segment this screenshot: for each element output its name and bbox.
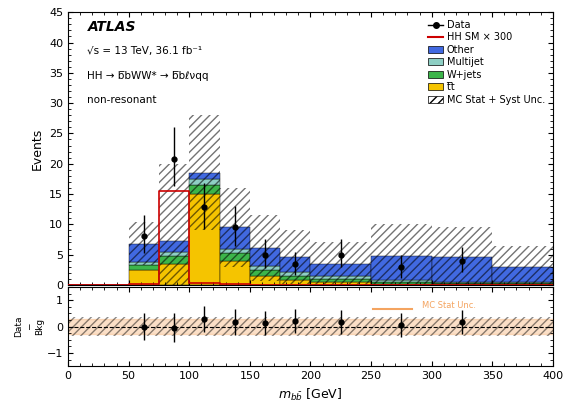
Bar xyxy=(371,317,431,336)
Bar xyxy=(129,262,159,265)
Bar xyxy=(250,276,280,285)
Bar xyxy=(159,317,189,336)
Bar xyxy=(159,264,189,285)
Bar xyxy=(189,317,219,336)
Bar xyxy=(280,257,311,272)
Bar xyxy=(250,270,280,276)
Bar xyxy=(492,284,553,285)
Bar xyxy=(250,248,280,266)
Bar xyxy=(492,246,553,285)
Text: √s = 13 TeV, 36.1 fb⁻¹: √s = 13 TeV, 36.1 fb⁻¹ xyxy=(87,46,202,56)
Bar xyxy=(311,317,371,336)
Bar xyxy=(129,223,159,265)
Bar xyxy=(280,280,311,285)
Bar xyxy=(129,265,159,270)
Text: MC Stat Unc.: MC Stat Unc. xyxy=(422,301,476,310)
Bar xyxy=(311,243,371,285)
Bar xyxy=(219,228,250,249)
Bar xyxy=(219,249,250,254)
Bar xyxy=(189,185,219,194)
Bar xyxy=(250,266,280,270)
Bar xyxy=(129,244,159,262)
Bar xyxy=(492,282,553,283)
Bar xyxy=(280,230,311,284)
Bar xyxy=(431,283,492,284)
Bar xyxy=(311,276,371,280)
Text: ATLAS: ATLAS xyxy=(87,20,136,34)
Bar xyxy=(371,284,431,285)
Bar xyxy=(189,115,219,230)
Bar xyxy=(371,282,431,284)
Text: non-resonant: non-resonant xyxy=(87,95,157,105)
Bar xyxy=(219,317,250,336)
Bar xyxy=(492,267,553,282)
Bar xyxy=(371,256,431,280)
Bar xyxy=(371,224,431,285)
Bar xyxy=(189,194,219,285)
Bar xyxy=(159,241,189,252)
Bar xyxy=(219,188,250,267)
Bar xyxy=(311,280,371,282)
Bar xyxy=(159,256,189,264)
Bar xyxy=(431,284,492,285)
Bar xyxy=(492,317,553,336)
Bar xyxy=(431,257,492,282)
Bar xyxy=(68,317,129,336)
Y-axis label: Data
$-$
Bkg: Data $-$ Bkg xyxy=(14,316,44,337)
Legend: Data, HH SM × 300, Other, Multijet, W+jets, t̅t, MC Stat + Syst Unc.: Data, HH SM × 300, Other, Multijet, W+je… xyxy=(425,17,548,107)
Bar xyxy=(311,264,371,276)
Bar xyxy=(311,282,371,285)
Bar xyxy=(280,317,311,336)
Bar xyxy=(159,164,189,285)
Bar xyxy=(219,254,250,260)
X-axis label: $m_{b\bar{b}}$ [GeV]: $m_{b\bar{b}}$ [GeV] xyxy=(278,387,342,403)
Bar xyxy=(250,317,280,336)
Bar xyxy=(129,270,159,285)
Text: HH → b̅bWW* → b̅bℓνqq: HH → b̅bWW* → b̅bℓνqq xyxy=(87,71,209,81)
Bar xyxy=(431,282,492,283)
Bar xyxy=(431,227,492,285)
Y-axis label: Events: Events xyxy=(31,127,44,170)
Bar xyxy=(431,317,492,336)
Bar xyxy=(219,260,250,285)
Bar xyxy=(280,272,311,276)
Bar xyxy=(492,283,553,284)
Bar xyxy=(189,179,219,185)
Bar xyxy=(280,276,311,280)
Bar xyxy=(371,280,431,282)
Bar xyxy=(68,319,553,334)
Bar xyxy=(189,173,219,179)
Bar xyxy=(129,317,159,336)
Bar xyxy=(250,214,280,281)
Bar xyxy=(159,252,189,256)
